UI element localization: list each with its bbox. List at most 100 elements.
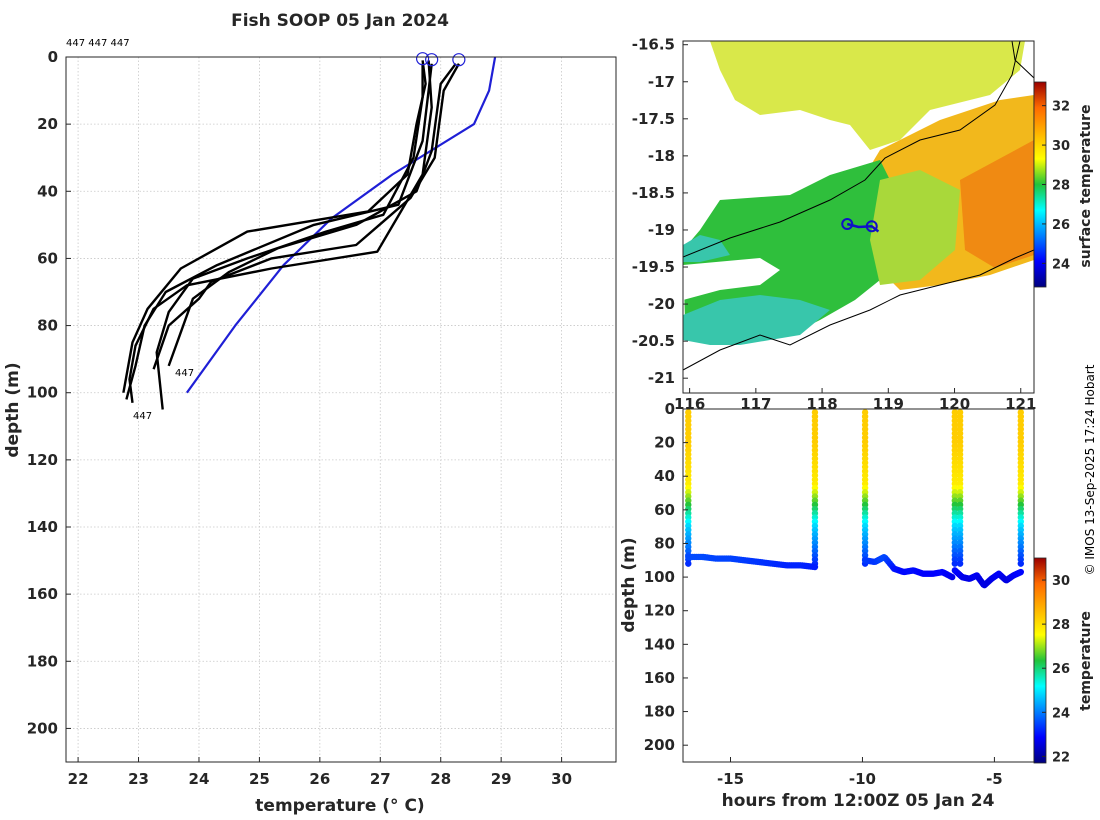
profile-end-label: 447 bbox=[175, 368, 194, 379]
profile-line bbox=[128, 60, 433, 403]
section-colorbar-label: temperature bbox=[1078, 611, 1094, 711]
sst-cloud-gap bbox=[683, 258, 780, 300]
y-tick-label: 100 bbox=[27, 384, 58, 402]
section-point bbox=[1017, 560, 1025, 567]
profile-start-marker bbox=[452, 53, 466, 67]
profile-axes-frame bbox=[65, 56, 617, 763]
x-tick-label: 30 bbox=[551, 770, 572, 788]
x-tick-label: 23 bbox=[128, 770, 149, 788]
map-y-tick-label: -16.5 bbox=[632, 36, 675, 54]
sst-patch-west bbox=[683, 235, 730, 262]
section-colorbar-tick-label: 30 bbox=[1052, 574, 1070, 589]
profile-start-marker bbox=[415, 52, 430, 66]
y-tick-label: 180 bbox=[27, 652, 58, 670]
section-y-tick-label: 80 bbox=[654, 534, 675, 552]
section-x-axis-label: hours from 12:00Z 05 Jan 24 bbox=[722, 791, 995, 811]
section-y-tick-label: 180 bbox=[644, 703, 675, 721]
section-point bbox=[685, 560, 692, 567]
x-tick-label: 24 bbox=[189, 770, 210, 788]
section-colorbar-ticks: 22 24 26 28 30 bbox=[1042, 574, 1070, 765]
map-colorbar-label: surface temperature bbox=[1078, 104, 1094, 267]
top-profile-labels: 447 447 447 bbox=[66, 38, 130, 49]
section-y-tick-label: 100 bbox=[644, 568, 675, 586]
credit-text: © IMOS 13-Sep-2025 17:24 Hobart bbox=[1083, 364, 1097, 575]
section-x-tick-label: -5 bbox=[986, 770, 1003, 788]
section-y-tick-label: 140 bbox=[644, 635, 675, 653]
map-colorbar-tick-label: 32 bbox=[1052, 100, 1070, 115]
map-colorbar-ticks: 24 26 28 30 32 bbox=[1042, 100, 1070, 272]
map-y-tick-label: -17 bbox=[648, 73, 675, 91]
section-colorbar-tick-label: 22 bbox=[1052, 750, 1070, 765]
section-points bbox=[685, 409, 1025, 589]
y-tick-label: 140 bbox=[27, 518, 58, 536]
profile-plot-area bbox=[66, 57, 616, 762]
profile-start-marker bbox=[425, 53, 439, 67]
x-tick-label: 26 bbox=[309, 770, 330, 788]
y-tick-label: 60 bbox=[37, 249, 58, 267]
isobath-line bbox=[683, 41, 1021, 258]
y-tick-label: 200 bbox=[27, 719, 58, 737]
profile-y-axis-label: depth (m) bbox=[3, 362, 23, 457]
map-y-tick-label: -20 bbox=[648, 295, 675, 313]
profile-end-label: 447 bbox=[133, 411, 152, 422]
map-colorbar-tick-label: 28 bbox=[1052, 179, 1070, 194]
section-point bbox=[811, 563, 819, 571]
section-point bbox=[956, 560, 964, 567]
ship-track bbox=[841, 218, 880, 233]
x-tick-label: 22 bbox=[68, 770, 89, 788]
map-y-tick-label: -20.5 bbox=[632, 332, 675, 350]
section-panel: 0 20 40 60 80 100 120 140 160 180 200 -15 -10 -5 hour… bbox=[619, 400, 1094, 811]
section-x-tick-label: -15 bbox=[717, 770, 744, 788]
ship-track-marker bbox=[841, 218, 854, 231]
section-point bbox=[1017, 568, 1025, 576]
map-y-tick-label: -18.5 bbox=[632, 184, 675, 202]
x-tick-label: 28 bbox=[430, 770, 451, 788]
section-ticks: 0 20 40 60 80 100 120 140 160 180 200 -15 -10 -5 bbox=[644, 400, 1003, 788]
profile-line bbox=[152, 63, 460, 370]
map-y-tick-label: -18 bbox=[648, 147, 675, 165]
profile-x-axis-label: temperature (° C) bbox=[255, 796, 424, 816]
y-tick-label: 40 bbox=[37, 182, 58, 200]
section-colorbar-tick-label: 26 bbox=[1052, 662, 1070, 677]
section-y-tick-label: 40 bbox=[654, 467, 675, 485]
map-y-tick-label: -19.5 bbox=[632, 258, 675, 276]
profile-ticks: 22 23 24 25 26 27 28 29 30 0 20 40 60 80 100 120 140 160 1… bbox=[27, 48, 572, 788]
section-y-tick-label: 120 bbox=[644, 602, 675, 620]
y-tick-label: 160 bbox=[27, 585, 58, 603]
section-y-tick-label: 60 bbox=[654, 501, 675, 519]
map-y-tick-label: -17.5 bbox=[632, 110, 675, 128]
section-x-tick-label: -10 bbox=[849, 770, 876, 788]
climatology-line bbox=[186, 57, 497, 394]
map-colorbar-tick-label: 30 bbox=[1052, 139, 1070, 154]
map-y-tick-label: -19 bbox=[648, 221, 675, 239]
sst-patch-transition bbox=[870, 170, 960, 285]
map-colorbar-tick-label: 26 bbox=[1052, 218, 1070, 233]
section-point bbox=[948, 573, 956, 581]
y-tick-label: 0 bbox=[48, 48, 58, 66]
coastline bbox=[683, 249, 1034, 371]
profile-panel: Fish SOOP 05 Jan 2024 447 447 447 22 23 24… bbox=[3, 11, 617, 816]
section-colorbar-tick-label: 24 bbox=[1052, 706, 1070, 721]
section-y-tick-label: 200 bbox=[644, 736, 675, 754]
x-tick-label: 29 bbox=[491, 770, 512, 788]
y-tick-label: 20 bbox=[37, 115, 58, 133]
section-point bbox=[951, 560, 959, 567]
y-tick-label: 80 bbox=[37, 317, 58, 335]
section-y-axis-label: depth (m) bbox=[619, 537, 639, 632]
section-colorbar-tick-label: 28 bbox=[1052, 618, 1070, 633]
sst-patch-south bbox=[683, 295, 830, 345]
ship-track-marker bbox=[865, 220, 878, 233]
sst-patch-central bbox=[683, 160, 905, 335]
sst-field bbox=[683, 41, 1034, 345]
section-y-tick-label: 20 bbox=[654, 434, 675, 452]
map-colorbar-tick-label: 24 bbox=[1052, 257, 1070, 272]
section-y-tick-label: 160 bbox=[644, 669, 675, 687]
map-y-tick-label: -21 bbox=[648, 369, 675, 387]
x-tick-label: 25 bbox=[249, 770, 270, 788]
coastline-upper bbox=[1011, 41, 1034, 79]
map-panel: -16.5 -17 -17.5 -18 -18.5 -19 -19.5 -20 -20.5 -21… bbox=[632, 36, 1094, 413]
sst-patch-east-hot bbox=[960, 140, 1034, 268]
x-tick-label: 27 bbox=[370, 770, 391, 788]
chart-title: Fish SOOP 05 Jan 2024 bbox=[231, 11, 449, 31]
